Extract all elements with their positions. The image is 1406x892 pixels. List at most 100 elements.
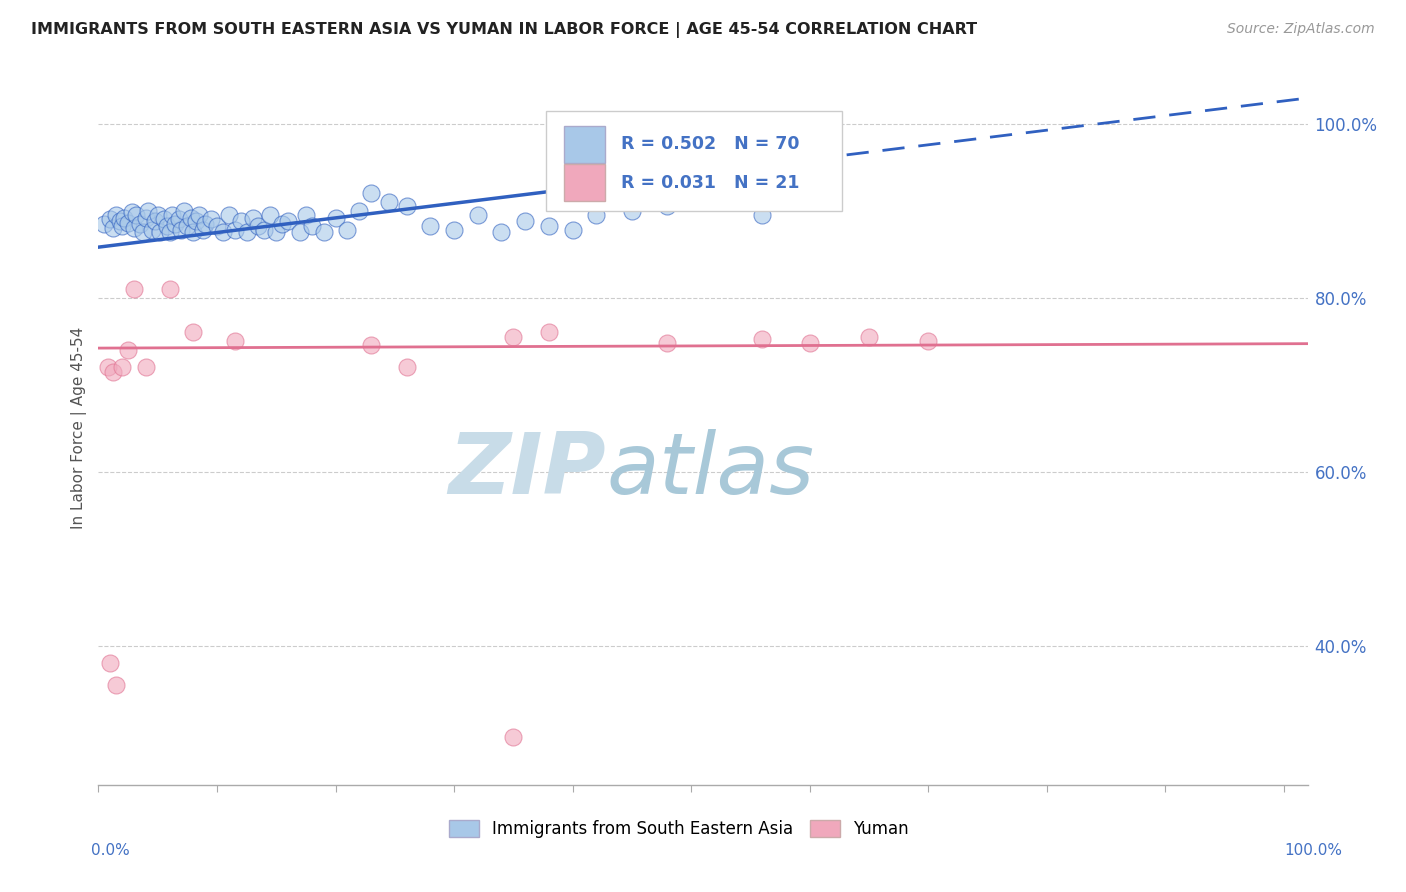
- Point: [188, 208, 211, 222]
- Point: [336, 223, 359, 237]
- Point: [170, 223, 193, 237]
- Point: [98, 656, 121, 670]
- Point: [751, 332, 773, 346]
- Point: [561, 223, 583, 237]
- Point: [122, 282, 145, 296]
- Point: [491, 225, 513, 239]
- Point: [657, 199, 679, 213]
- Point: [301, 219, 323, 234]
- Point: [253, 223, 276, 237]
- Point: [537, 219, 560, 234]
- Point: [191, 223, 214, 237]
- FancyBboxPatch shape: [564, 164, 605, 202]
- Point: [194, 217, 217, 231]
- Point: [657, 335, 679, 350]
- Point: [111, 360, 134, 375]
- Point: [395, 199, 418, 213]
- Point: [259, 208, 281, 222]
- Point: [143, 214, 166, 228]
- Point: [347, 203, 370, 218]
- Point: [165, 217, 187, 231]
- FancyBboxPatch shape: [546, 111, 842, 211]
- Point: [247, 219, 270, 234]
- Point: [101, 221, 124, 235]
- Text: R = 0.031   N = 21: R = 0.031 N = 21: [621, 174, 799, 192]
- Point: [312, 225, 335, 239]
- Text: atlas: atlas: [606, 429, 814, 513]
- Point: [121, 205, 143, 219]
- Text: IMMIGRANTS FROM SOUTH EASTERN ASIA VS YUMAN IN LABOR FORCE | AGE 45-54 CORRELATI: IMMIGRANTS FROM SOUTH EASTERN ASIA VS YU…: [31, 22, 977, 38]
- Point: [277, 214, 299, 228]
- Point: [156, 219, 179, 234]
- Point: [419, 219, 441, 234]
- Point: [108, 214, 131, 228]
- Point: [181, 225, 204, 239]
- Point: [858, 330, 880, 344]
- Point: [271, 217, 294, 231]
- Point: [135, 360, 157, 375]
- Point: [502, 330, 524, 344]
- Point: [125, 208, 148, 222]
- Point: [224, 223, 246, 237]
- Point: [149, 225, 172, 239]
- Text: 0.0%: 0.0%: [91, 843, 131, 858]
- Point: [159, 282, 181, 296]
- Point: [181, 326, 204, 340]
- Point: [325, 211, 347, 225]
- Point: [141, 223, 163, 237]
- Point: [117, 216, 139, 230]
- Point: [98, 212, 121, 227]
- Point: [224, 334, 246, 348]
- Point: [378, 194, 401, 209]
- Point: [114, 211, 136, 225]
- FancyBboxPatch shape: [564, 126, 605, 162]
- Text: R = 0.502   N = 70: R = 0.502 N = 70: [621, 136, 799, 153]
- Point: [97, 360, 120, 375]
- Point: [132, 225, 155, 239]
- Point: [176, 219, 198, 234]
- Point: [537, 326, 560, 340]
- Point: [264, 225, 287, 239]
- Point: [502, 730, 524, 744]
- Text: ZIP: ZIP: [449, 429, 606, 513]
- Point: [242, 211, 264, 225]
- Point: [200, 212, 222, 227]
- Point: [515, 214, 537, 228]
- Point: [159, 225, 181, 239]
- Point: [295, 208, 318, 222]
- Point: [135, 211, 157, 225]
- Legend: Immigrants from South Eastern Asia, Yuman: Immigrants from South Eastern Asia, Yuma…: [441, 813, 915, 845]
- Point: [136, 203, 159, 218]
- Point: [443, 223, 465, 237]
- Point: [184, 214, 207, 228]
- Point: [751, 208, 773, 222]
- Point: [117, 343, 139, 357]
- Point: [129, 217, 152, 231]
- Point: [105, 678, 128, 692]
- Point: [620, 203, 643, 218]
- Y-axis label: In Labor Force | Age 45-54: In Labor Force | Age 45-54: [72, 327, 87, 529]
- Point: [180, 211, 202, 225]
- Point: [288, 225, 311, 239]
- Point: [101, 365, 124, 379]
- Point: [111, 219, 134, 234]
- Point: [160, 208, 183, 222]
- Point: [395, 360, 418, 375]
- Point: [105, 208, 128, 222]
- Point: [585, 208, 607, 222]
- Point: [799, 335, 821, 350]
- Point: [122, 221, 145, 235]
- Point: [93, 217, 115, 231]
- Point: [360, 338, 382, 352]
- Point: [152, 212, 174, 227]
- Point: [212, 225, 235, 239]
- Text: Source: ZipAtlas.com: Source: ZipAtlas.com: [1227, 22, 1375, 37]
- Point: [229, 214, 252, 228]
- Point: [167, 212, 190, 227]
- Point: [917, 334, 939, 348]
- Point: [205, 219, 228, 234]
- Point: [146, 208, 169, 222]
- Point: [173, 203, 195, 218]
- Text: 100.0%: 100.0%: [1285, 843, 1343, 858]
- Point: [467, 208, 489, 222]
